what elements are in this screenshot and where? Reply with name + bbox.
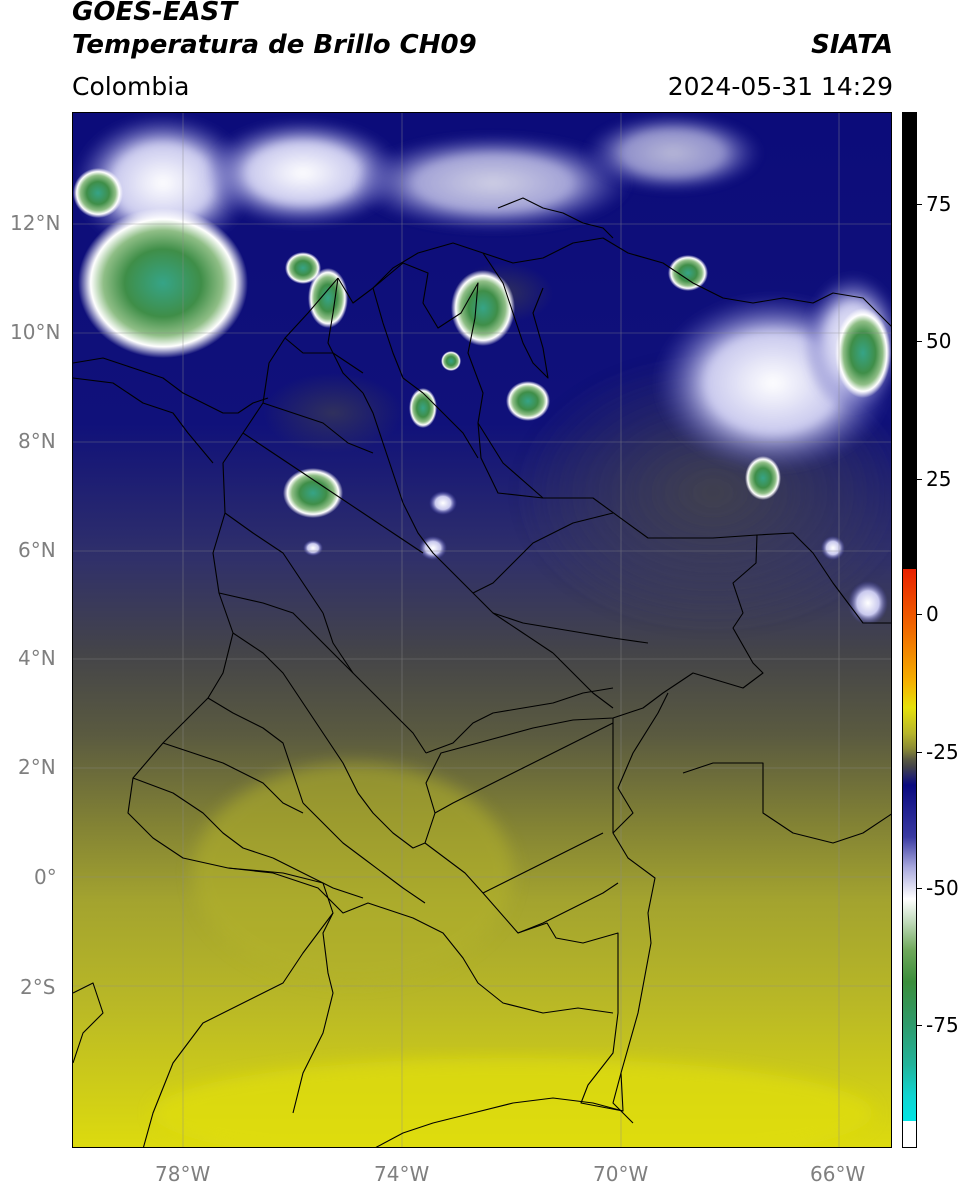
colorbar-label: 0 xyxy=(926,602,939,626)
timestamp-label: 2024-05-31 14:29 xyxy=(667,72,893,101)
lon-tick-label: 74°W xyxy=(374,1162,430,1186)
colorbar-label: 25 xyxy=(926,467,952,491)
lat-tick-label: 12°N xyxy=(10,211,61,235)
colorbar-tick xyxy=(917,1025,922,1026)
region-label: Colombia xyxy=(72,72,190,101)
colorbar-tick xyxy=(917,614,922,615)
colorbar-tick xyxy=(917,479,922,480)
lon-tick-label: 78°W xyxy=(155,1162,211,1186)
lat-tick-label: 8°N xyxy=(18,429,56,453)
colorbar-tick xyxy=(917,752,922,753)
brand-label: SIATA xyxy=(811,30,893,60)
lon-tick-label: 70°W xyxy=(593,1162,649,1186)
convective-clouds xyxy=(73,113,891,625)
colorbar-label: -25 xyxy=(926,740,959,764)
colorbar-tick xyxy=(917,888,922,889)
colorbar-label: 75 xyxy=(926,192,952,216)
lon-tick-label: 66°W xyxy=(810,1162,866,1186)
colorbar-tick xyxy=(917,204,922,205)
colorbar-label: -50 xyxy=(926,876,959,900)
colorbar-gradient xyxy=(903,113,916,1147)
lat-tick-label: 6°N xyxy=(18,538,56,562)
colorbar xyxy=(902,112,917,1148)
title-satellite: GOES-EAST xyxy=(72,0,238,27)
lat-tick-label: 4°N xyxy=(18,646,56,670)
brightness-temperature-map xyxy=(73,113,891,1147)
colorbar-label: 50 xyxy=(926,329,952,353)
title-product: Temperatura de Brillo CH09 xyxy=(72,30,477,60)
colorbar-tick xyxy=(917,341,922,342)
lat-tick-label: 10°N xyxy=(10,320,61,344)
political-borders xyxy=(73,197,891,1147)
lat-tick-label: 2°N xyxy=(18,755,56,779)
lat-tick-label: 0° xyxy=(34,865,57,889)
lat-tick-label: 2°S xyxy=(20,975,56,999)
graticule xyxy=(73,113,891,1147)
colorbar-label: -75 xyxy=(926,1013,959,1037)
map-panel xyxy=(72,112,892,1148)
